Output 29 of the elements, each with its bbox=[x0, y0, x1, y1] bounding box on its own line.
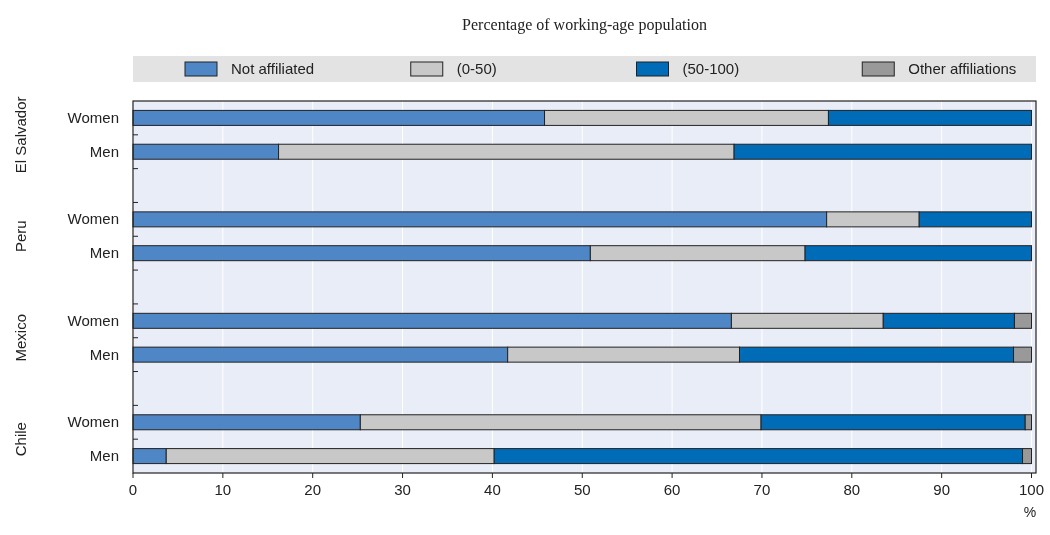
chart-title: Percentage of working-age population bbox=[462, 16, 707, 34]
y-tick-label: Women bbox=[67, 108, 119, 126]
x-tick-label: 40 bbox=[484, 481, 501, 498]
legend-label: (0-50) bbox=[456, 60, 497, 77]
legend-label: Not affiliated bbox=[231, 60, 315, 77]
y-tick-label: Men bbox=[89, 345, 119, 363]
x-tick-label: 10 bbox=[214, 481, 232, 498]
x-tick-label: 60 bbox=[663, 481, 681, 498]
x-axis-title: % bbox=[1023, 504, 1037, 520]
legend-label: (50-100) bbox=[682, 60, 740, 77]
x-tick-label: 30 bbox=[394, 481, 411, 498]
y-tick-label: Women bbox=[67, 210, 119, 228]
x-tick-label: 20 bbox=[304, 481, 322, 498]
text: Mexico bbox=[12, 313, 29, 362]
y-tick-label: Men bbox=[89, 142, 119, 160]
x-tick-label: 90 bbox=[933, 481, 950, 498]
x-tick-label: 80 bbox=[843, 481, 861, 498]
y-tick-label: Men bbox=[89, 447, 119, 465]
text: Peru bbox=[12, 220, 29, 253]
y-tick-label: Men bbox=[89, 244, 119, 262]
y-tick-label: Women bbox=[67, 413, 119, 431]
y-tick-label: Women bbox=[67, 311, 119, 329]
x-tick-label: 70 bbox=[753, 481, 771, 498]
x-tick-label: 0 bbox=[128, 481, 138, 498]
legend-label: Other affiliations bbox=[908, 60, 1017, 77]
x-tick-label: 100 bbox=[1018, 481, 1045, 498]
text: Chile bbox=[12, 422, 29, 457]
x-tick-label: 50 bbox=[573, 481, 591, 498]
text: El Salvador bbox=[12, 96, 29, 174]
